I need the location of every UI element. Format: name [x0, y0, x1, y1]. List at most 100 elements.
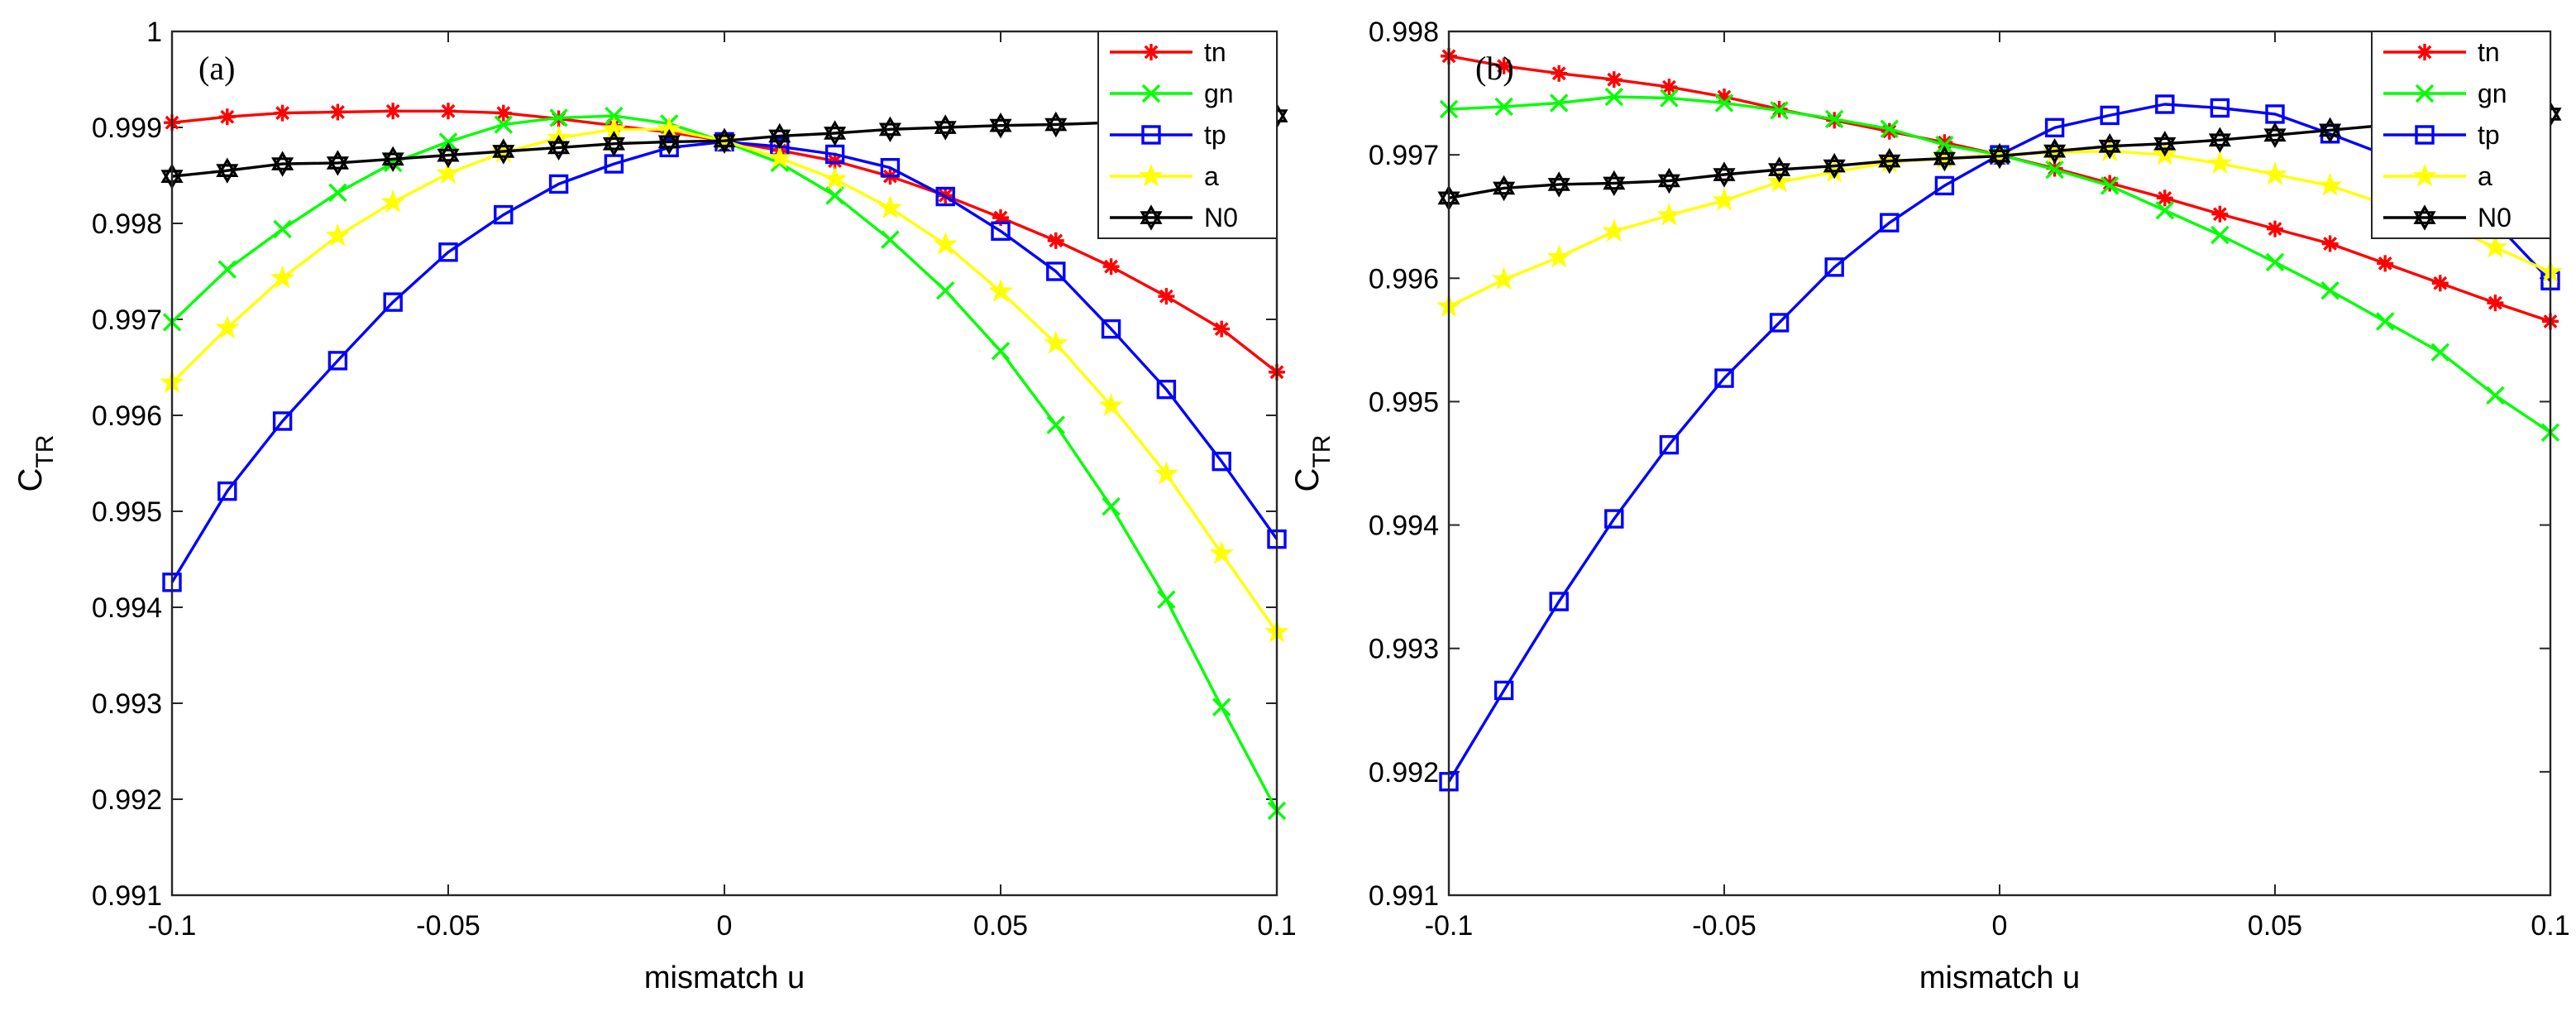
data-point-gn: [2375, 312, 2395, 331]
data-point-tp: [217, 481, 237, 501]
data-point-tn: [2431, 275, 2449, 292]
data-point-N0: [2208, 127, 2231, 153]
data-point-tn: [329, 103, 346, 121]
data-point-N0: [492, 138, 515, 165]
data-point-tp: [991, 221, 1011, 241]
data-point-a: [270, 265, 295, 289]
y-tick-label: 0.992: [1369, 757, 1439, 788]
data-point-gn: [2100, 176, 2120, 195]
data-point-N0: [1044, 111, 1068, 138]
data-point-gn: [1212, 697, 1231, 716]
data-point-gn: [494, 115, 514, 134]
legend-label-tp: tp: [2478, 120, 2500, 150]
legend-label-N0: N0: [1204, 203, 1238, 232]
data-point-N0: [2098, 132, 2121, 160]
data-point-N0: [1988, 142, 2011, 170]
data-point-a: [822, 166, 848, 190]
data-point-gn: [935, 280, 955, 300]
data-point-gn: [1935, 136, 1954, 155]
data-point-tn: [1047, 232, 1064, 249]
data-point-N0: [878, 116, 901, 142]
data-point-a: [1043, 330, 1068, 354]
legend-entry-gn: gn: [1110, 79, 1234, 108]
data-point-a: [1154, 461, 1179, 485]
data-point-a: [380, 189, 405, 213]
data-point-gn: [1549, 93, 1569, 113]
legend-label-a: a: [2478, 161, 2492, 191]
legend-marker-tp: [2415, 125, 2435, 145]
legend-entry-tn: tn: [2383, 37, 2500, 67]
y-axis-label-main: C: [1289, 468, 1326, 492]
legend-entry-tp: tp: [2383, 120, 2500, 150]
data-point-tn: [440, 103, 456, 120]
series-line-N0: [171, 114, 1278, 178]
data-point-N0: [934, 114, 957, 141]
legend-marker-tn: [1143, 44, 1159, 60]
y-tick-label: 0.999: [92, 113, 162, 144]
data-point-tn: [1551, 65, 1568, 82]
data-point-gn: [1660, 89, 1679, 108]
data-point-a: [1209, 540, 1234, 564]
legend-label-a: a: [1204, 161, 1219, 191]
data-point-gn: [1880, 119, 1900, 139]
y-tick-label: 0.991: [1369, 880, 1439, 912]
y-tick-label: 0.992: [92, 784, 162, 816]
data-point-N0: [2263, 122, 2287, 149]
data-point-N0: [2043, 138, 2067, 165]
legend-marker-N0: [2413, 204, 2436, 231]
data-point-N0: [437, 141, 460, 169]
y-tick-label: 0.995: [1369, 386, 1439, 418]
data-point-gn: [991, 342, 1011, 361]
data-point-gn: [2320, 280, 2339, 300]
data-point-N0: [1768, 156, 1791, 183]
data-point-tn: [2267, 220, 2283, 237]
data-point-gn: [273, 219, 292, 239]
data-point-tp: [1934, 175, 1955, 196]
data-point-tp: [327, 351, 348, 371]
data-point-tp: [1156, 379, 1177, 400]
data-point-N0: [1493, 175, 1516, 202]
y-tick-label: 0.996: [1369, 263, 1439, 295]
data-point-a: [877, 194, 903, 219]
y-axis-label: CTR: [1289, 435, 1336, 492]
data-point-gn: [1824, 109, 1844, 129]
data-point-tp: [1769, 313, 1790, 333]
y-tick-label: 0.998: [1369, 17, 1439, 48]
y-tick-label: 0.993: [1369, 634, 1439, 665]
data-point-N0: [1933, 145, 1956, 172]
data-point-tn: [826, 152, 844, 170]
plot-area: [172, 31, 1277, 895]
y-tick-label: 0.994: [1369, 510, 1439, 542]
data-point-a: [933, 231, 958, 256]
x-tick-label: 0.1: [1257, 910, 1296, 942]
data-point-tp: [1604, 509, 1624, 529]
series-line-N0: [1448, 113, 2551, 199]
data-point-gn: [2430, 343, 2450, 362]
data-point-tn: [2156, 189, 2173, 207]
legend-marker-gn: [1141, 84, 1161, 103]
legend-marker-gn: [2415, 84, 2435, 103]
data-point-a: [215, 314, 240, 339]
x-tick-label: 0.05: [2248, 910, 2302, 942]
data-point-N0: [1823, 152, 1846, 180]
data-point-N0: [2319, 117, 2342, 143]
y-tick-label: 0.993: [92, 688, 162, 720]
data-point-N0: [657, 128, 681, 156]
data-point-a: [2483, 234, 2508, 258]
data-point-a: [1098, 392, 1124, 416]
data-point-tp: [438, 242, 458, 262]
data-point-gn: [2486, 386, 2505, 405]
data-point-tn: [2377, 255, 2394, 272]
y-tick-label: 0.998: [92, 208, 162, 240]
x-tick-label: 0: [717, 910, 733, 942]
data-point-tp: [2155, 94, 2175, 114]
data-point-a: [767, 145, 792, 169]
legend-entry-N0: N0: [2383, 203, 2511, 232]
legend: tn gn tp a N0: [1097, 31, 1278, 239]
data-point-tn: [2211, 205, 2229, 223]
data-point-a: [988, 278, 1013, 302]
data-point-tp: [1824, 257, 1844, 277]
data-point-a: [1546, 244, 1571, 268]
data-point-N0: [1657, 167, 1680, 194]
legend-entry-a: a: [2383, 161, 2492, 191]
